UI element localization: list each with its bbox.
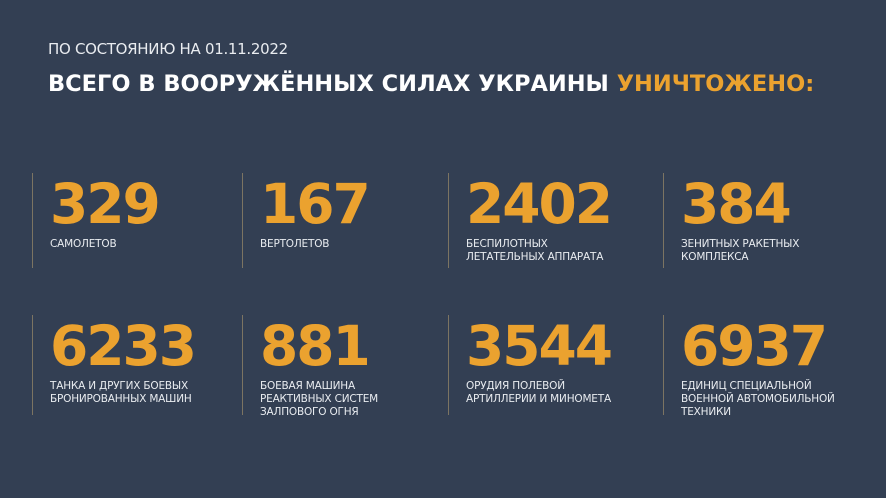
date-line: ПО СОСТОЯНИЮ НА 01.11.2022: [48, 40, 288, 58]
title-highlight: УНИЧТОЖЕНО:: [616, 71, 815, 97]
stat-value: 2402: [466, 172, 613, 236]
stat-label: ОРУДИЯ ПОЛЕВОЙ АРТИЛЛЕРИИ И МИНОМЕТА: [466, 380, 611, 405]
stat-label: ЗЕНИТНЫХ РАКЕТНЫХ КОМПЛЕКСА: [681, 238, 800, 263]
stat-artillery: 3544 ОРУДИЯ ПОЛЕВОЙ АРТИЛЛЕРИИ И МИНОМЕТА: [448, 314, 613, 415]
stat-label: БОЕВАЯ МАШИНА РЕАКТИВНЫХ СИСТЕМ ЗАЛПОВОГ…: [260, 380, 378, 418]
title-main: ВСЕГО В ВООРУЖЁННЫХ СИЛАХ УКРАИНЫ: [48, 71, 617, 97]
page-title: ВСЕГО В ВООРУЖЁННЫХ СИЛАХ УКРАИНЫ УНИЧТО…: [48, 71, 814, 97]
stat-value: 3544: [466, 314, 613, 378]
stat-value: 384: [681, 172, 792, 236]
stat-aircraft: 329 САМОЛЕТОВ: [32, 172, 161, 268]
stat-value: 167: [260, 172, 371, 236]
stat-value: 881: [260, 314, 371, 378]
stat-label: ЕДИНИЦ СПЕЦИАЛЬНОЙ ВОЕННОЙ АВТОМОБИЛЬНОЙ…: [681, 380, 835, 418]
stat-helicopters: 167 ВЕРТОЛЕТОВ: [242, 172, 371, 268]
stat-uav: 2402 БЕСПИЛОТНЫХ ЛЕТАТЕЛЬНЫХ АППАРАТА: [448, 172, 613, 268]
stat-label: САМОЛЕТОВ: [50, 238, 117, 250]
stat-label: ТАНКА И ДРУГИХ БОЕВЫХ БРОНИРОВАННЫХ МАШИ…: [50, 380, 192, 405]
stat-mlrs: 881 БОЕВАЯ МАШИНА РЕАКТИВНЫХ СИСТЕМ ЗАЛПО…: [242, 314, 378, 418]
stat-value: 329: [50, 172, 161, 236]
stat-tanks: 6233 ТАНКА И ДРУГИХ БОЕВЫХ БРОНИРОВАННЫХ …: [32, 314, 197, 415]
stat-label: БЕСПИЛОТНЫХ ЛЕТАТЕЛЬНЫХ АППАРАТА: [466, 238, 604, 263]
stat-value: 6233: [50, 314, 197, 378]
stat-label: ВЕРТОЛЕТОВ: [260, 238, 330, 250]
stat-value: 6937: [681, 314, 828, 378]
stat-vehicles: 6937 ЕДИНИЦ СПЕЦИАЛЬНОЙ ВОЕННОЙ АВТОМОБИЛ…: [663, 314, 835, 418]
stat-sam: 384 ЗЕНИТНЫХ РАКЕТНЫХ КОМПЛЕКСА: [663, 173, 799, 268]
